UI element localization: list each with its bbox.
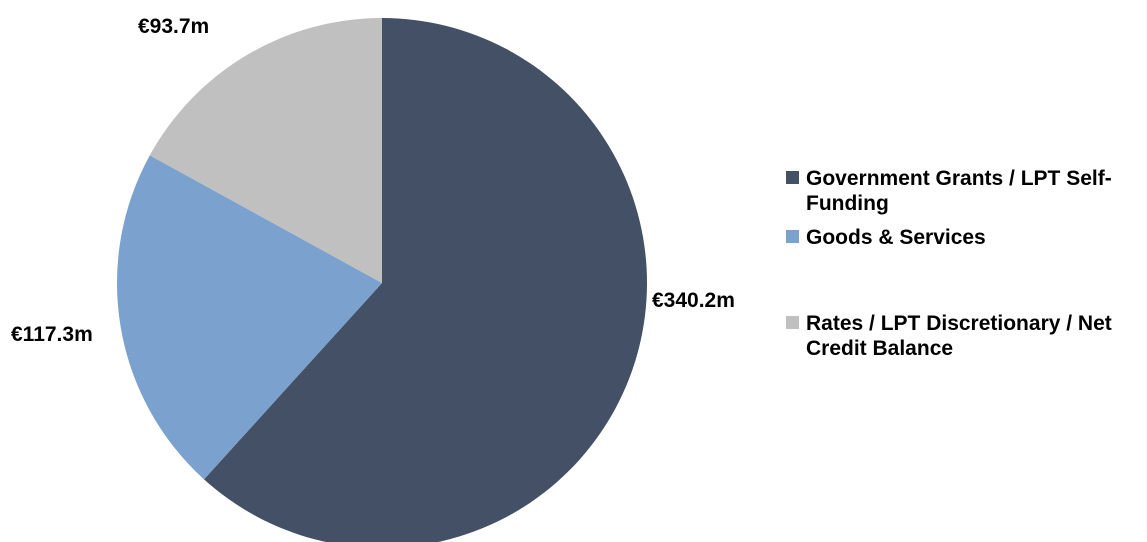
legend-item-goods-services: Goods & Services [786,225,1146,250]
legend-label-government-grants: Government Grants / LPT Self-Funding [806,167,1112,215]
data-label-government-grants-lpt-self-funding: €340.2m [652,289,735,312]
pie-slice-goods-services [117,155,382,480]
legend-swatch-government-grants [786,171,799,184]
legend-swatch-rates-lpt [786,316,799,329]
legend-item-rates-lpt: Rates / LPT Discretionary / Net Credit B… [786,311,1146,361]
data-labels: €340.2m €117.3m €93.7m [11,15,735,346]
legend-label-rates-lpt: Rates / LPT Discretionary / Net Credit B… [806,312,1112,360]
data-label-rates-lpt-discretionary-net-credit-balance: €93.7m [138,15,209,38]
pie-chart: €340.2m €117.3m €93.7m [11,15,735,542]
pie-slice-rates-lpt-discretionary-net-credit-balance [149,18,382,283]
legend-swatch-goods-services [786,230,799,243]
legend-label-goods-services: Goods & Services [806,226,986,249]
data-label-goods-services: €117.3m [11,323,93,346]
legend: Government Grants / LPT Self-Funding Goo… [786,0,1147,542]
legend-item-government-grants: Government Grants / LPT Self-Funding [786,166,1146,216]
pie-slice-government-grants-lpt-self-funding [204,18,647,542]
pie-slices [117,18,647,542]
